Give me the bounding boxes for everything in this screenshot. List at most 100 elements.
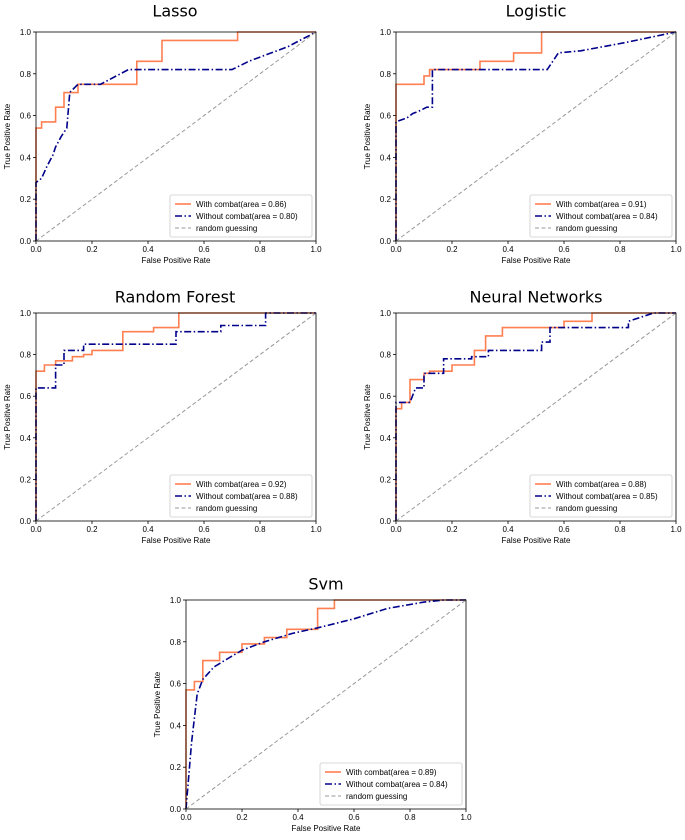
legend-box bbox=[169, 474, 313, 518]
chart-panel-logistic: Logistic 0.0 0.2 0.4 0.6 0.8 1.0 0.0 0.2 0.4 0.6 0.… bbox=[363, 2, 682, 266]
series-line-without-combat bbox=[35, 31, 317, 241]
legend-label: With combat(area = 0.91) bbox=[556, 200, 647, 209]
x-tick-label: 0.8 bbox=[254, 525, 266, 534]
x-axis-label: False Positive Rate bbox=[142, 536, 211, 545]
y-axis-label: True Positive Rate bbox=[363, 103, 372, 169]
x-tick-label: 0.0 bbox=[390, 525, 402, 534]
y-tick-label: 1.0 bbox=[170, 596, 182, 605]
x-tick-label: 0.4 bbox=[502, 525, 514, 534]
legend: With combat(area = 0.88) Without combat(a… bbox=[529, 474, 673, 518]
plot-frame bbox=[395, 312, 677, 522]
y-tick-label: 0.0 bbox=[170, 805, 182, 814]
x-tick-label: 0.8 bbox=[404, 813, 416, 822]
series-line-with-combat bbox=[35, 31, 316, 241]
series-line-without-combat bbox=[185, 599, 466, 810]
x-tick-label: 0.2 bbox=[86, 245, 98, 254]
chart-panel-svm: Svm 0.0 0.2 0.4 0.6 0.8 1.0 0.0 0.2 0.4 0.6 0.8 1.0 F… bbox=[153, 575, 472, 834]
x-tick-label: 0.6 bbox=[198, 525, 210, 534]
series-line-without-combat bbox=[35, 312, 316, 521]
y-tick-label: 0.4 bbox=[20, 153, 32, 162]
x-axis-label: False Positive Rate bbox=[142, 256, 211, 265]
x-tick-label: 1.0 bbox=[310, 525, 322, 534]
x-tick-label: 0.2 bbox=[86, 525, 98, 534]
series-line-with-combat bbox=[185, 599, 466, 809]
plot-frame bbox=[395, 31, 677, 242]
y-tick-label: 0.2 bbox=[380, 475, 392, 484]
y-tick-label: 0.0 bbox=[20, 237, 32, 246]
legend-label: With combat(area = 0.86) bbox=[196, 200, 287, 209]
y-tick-label: 0.4 bbox=[170, 721, 182, 730]
x-axis-label: False Positive Rate bbox=[292, 824, 361, 833]
legend-label: random guessing bbox=[196, 224, 257, 233]
x-tick-label: 0.4 bbox=[502, 245, 514, 254]
y-tick-label: 1.0 bbox=[20, 28, 32, 37]
y-tick-label: 0.2 bbox=[20, 475, 32, 484]
legend-label: Without combat(area = 0.84) bbox=[346, 780, 448, 789]
x-tick-label: 0.8 bbox=[614, 525, 626, 534]
y-tick-label: 0.0 bbox=[380, 517, 392, 526]
legend: With combat(area = 0.91) Without combat(a… bbox=[529, 194, 673, 238]
y-tick-label: 0.4 bbox=[380, 153, 392, 162]
legend-label: With combat(area = 0.89) bbox=[346, 768, 437, 777]
chart-title: Svm bbox=[308, 575, 343, 594]
x-tick-label: 0.4 bbox=[142, 245, 154, 254]
x-tick-label: 1.0 bbox=[670, 525, 682, 534]
y-tick-label: 0.0 bbox=[380, 237, 392, 246]
y-tick-label: 0.8 bbox=[380, 70, 392, 79]
x-tick-label: 1.0 bbox=[670, 245, 682, 254]
y-tick-label: 0.6 bbox=[380, 392, 392, 401]
legend-box bbox=[169, 194, 313, 238]
x-tick-label: 0.6 bbox=[348, 813, 360, 822]
x-tick-label: 0.2 bbox=[236, 813, 248, 822]
y-tick-label: 0.8 bbox=[170, 638, 182, 647]
x-axis-label: False Positive Rate bbox=[502, 536, 571, 545]
chart-title: Random Forest bbox=[115, 288, 235, 307]
x-tick-label: 0.0 bbox=[30, 245, 42, 254]
y-tick-label: 1.0 bbox=[380, 28, 392, 37]
y-tick-label: 0.6 bbox=[20, 112, 32, 121]
x-tick-label: 0.0 bbox=[180, 813, 192, 822]
x-tick-label: 0.8 bbox=[254, 245, 266, 254]
x-tick-label: 1.0 bbox=[310, 245, 322, 254]
y-tick-label: 0.2 bbox=[170, 763, 182, 772]
x-tick-label: 0.2 bbox=[446, 245, 458, 254]
x-tick-label: 0.4 bbox=[142, 525, 154, 534]
plot-frame bbox=[35, 312, 317, 522]
legend-box bbox=[529, 474, 673, 518]
chart-title: Logistic bbox=[506, 2, 567, 21]
y-tick-label: 0.0 bbox=[20, 517, 32, 526]
legend: With combat(area = 0.86) Without combat(a… bbox=[169, 194, 313, 238]
y-tick-label: 0.4 bbox=[380, 434, 392, 443]
y-tick-label: 0.6 bbox=[20, 392, 32, 401]
legend-box bbox=[319, 762, 463, 806]
chart-panel-neural-networks: Neural Networks 0.0 0.2 0.4 0.6 0.8 1.0 0.0 0.2 0… bbox=[363, 288, 682, 546]
legend-label: With combat(area = 0.88) bbox=[556, 480, 647, 489]
x-tick-label: 0.6 bbox=[558, 245, 570, 254]
y-tick-label: 0.8 bbox=[20, 351, 32, 360]
chart-panel-lasso: Lasso 0.0 0.2 0.4 0.6 0.8 1.0 0.0 0.2 0.4 0.6 0.8 1.… bbox=[3, 2, 322, 266]
legend-label: With combat(area = 0.92) bbox=[196, 480, 287, 489]
y-tick-label: 0.8 bbox=[380, 351, 392, 360]
x-axis-label: False Positive Rate bbox=[502, 256, 571, 265]
legend-label: Without combat(area = 0.88) bbox=[196, 492, 298, 501]
series-line-without-combat bbox=[395, 31, 677, 241]
chart-panel-random-forest: Random Forest 0.0 0.2 0.4 0.6 0.8 1.0 0.0 0.2 0.4… bbox=[3, 288, 322, 546]
y-axis-label: True Positive Rate bbox=[3, 384, 12, 450]
x-tick-label: 0.6 bbox=[558, 525, 570, 534]
x-tick-label: 0.8 bbox=[614, 245, 626, 254]
plot-frame bbox=[35, 31, 317, 242]
x-tick-label: 0.4 bbox=[292, 813, 304, 822]
legend-label: random guessing bbox=[556, 504, 617, 513]
y-tick-label: 1.0 bbox=[20, 309, 32, 318]
series-line-with-combat bbox=[35, 312, 316, 521]
series-line-without-combat bbox=[395, 312, 676, 521]
legend: With combat(area = 0.92) Without combat(a… bbox=[169, 474, 313, 518]
y-axis-label: True Positive Rate bbox=[363, 384, 372, 450]
x-tick-label: 0.0 bbox=[30, 525, 42, 534]
y-axis-label: True Positive Rate bbox=[153, 671, 162, 737]
legend-label: random guessing bbox=[346, 792, 407, 801]
chart-title: Lasso bbox=[152, 2, 197, 21]
x-tick-label: 0.0 bbox=[390, 245, 402, 254]
legend-label: random guessing bbox=[196, 504, 257, 513]
